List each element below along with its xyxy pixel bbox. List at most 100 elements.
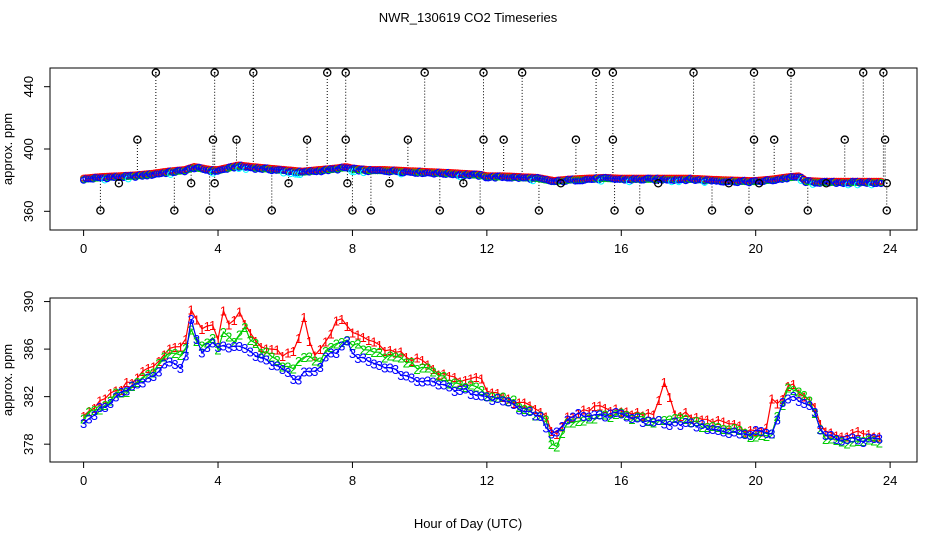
series-label-1: 1	[505, 391, 512, 406]
series-label-1: 1	[440, 366, 447, 381]
spike-marker-center	[154, 71, 157, 74]
series-label-2: 2	[854, 434, 861, 449]
series-label-1: 1	[150, 359, 157, 374]
spike-marker	[858, 68, 868, 77]
series-label-1: 1	[177, 340, 184, 355]
series-label-3: 3	[854, 433, 861, 448]
series-label-1: 1	[462, 373, 469, 388]
series-label-1: 1	[413, 351, 420, 366]
series-label-2: 2	[171, 346, 178, 361]
spike-marker	[840, 135, 850, 144]
spike-marker	[267, 206, 277, 215]
series-label-1: 1	[537, 405, 544, 420]
spike-marker	[435, 206, 445, 215]
series-label-1: 1	[354, 327, 361, 342]
series-label-1: 1	[279, 349, 286, 364]
series-label-2: 2	[516, 400, 523, 415]
series-label-2: 2	[177, 348, 184, 363]
series-label-2: 2	[247, 333, 254, 348]
series-label-3: 3	[752, 423, 759, 438]
series-label-1: 1	[247, 326, 254, 341]
series-label-2: 2	[714, 420, 721, 435]
series-label-3: 3	[225, 340, 232, 355]
series-label-1: 1	[693, 410, 700, 425]
series-label-2: 2	[645, 414, 652, 429]
series-label-2: 2	[204, 335, 211, 350]
series-label-2: 2	[736, 423, 743, 438]
series-label-1: 1	[757, 425, 764, 440]
spike-marker	[475, 206, 485, 215]
series-label-1: 1	[602, 401, 609, 416]
series-label-2: 2	[580, 414, 587, 429]
data-point-blue	[877, 179, 885, 188]
series-label-3: 3	[800, 396, 807, 411]
series-label-3: 3	[161, 356, 168, 371]
series-label-2: 2	[467, 378, 474, 393]
x-tick-label: 24	[883, 473, 897, 488]
series-label-2: 2	[123, 385, 130, 400]
series-label-1: 1	[623, 404, 630, 419]
series-label-3: 3	[188, 312, 195, 327]
series-label-2: 2	[236, 327, 243, 342]
spike-marker-center	[753, 138, 755, 141]
series-label-2: 2	[91, 403, 98, 418]
spike-marker-center	[351, 209, 354, 212]
spike-marker-center	[884, 138, 886, 141]
series-label-2: 2	[639, 410, 646, 425]
series-label-2: 2	[214, 342, 221, 357]
series-label-2: 2	[655, 413, 662, 428]
series-label-2: 2	[85, 404, 92, 419]
top-panel: 0 4 8 12 16 20 24 360 400 440 approx. ppm	[0, 67, 918, 256]
series-label-3: 3	[516, 403, 523, 418]
series-label-1: 1	[768, 392, 775, 407]
series-label-2: 2	[720, 422, 727, 437]
spike-marker	[284, 179, 293, 188]
spike-marker	[822, 179, 831, 188]
series-label-3: 3	[257, 350, 264, 365]
y-tick-label: 378	[21, 433, 36, 455]
series-label-1: 1	[499, 390, 506, 405]
series-label-3: 3	[596, 408, 603, 423]
spike-marker	[151, 68, 161, 77]
series-label-3: 3	[263, 352, 270, 367]
series-label-3: 3	[612, 405, 619, 420]
series-label-1: 1	[849, 426, 856, 441]
series-label-3: 3	[682, 415, 689, 430]
series-label-1: 1	[268, 342, 275, 357]
x-tick-label: 4	[214, 473, 221, 488]
spike-marker-center	[575, 138, 577, 141]
series-label-1: 1	[489, 385, 496, 400]
series-label-3: 3	[290, 372, 297, 387]
series-label-3: 3	[876, 432, 883, 447]
spike-marker-center	[99, 209, 102, 212]
series-label-3: 3	[542, 420, 549, 435]
series-label-2: 2	[682, 412, 689, 427]
spike-marker-center	[806, 209, 809, 212]
series-label-2: 2	[446, 377, 453, 392]
series-label-1: 1	[575, 407, 582, 422]
series-label-3: 3	[580, 409, 587, 424]
series-label-1: 1	[639, 408, 646, 423]
series-label-3: 3	[101, 400, 108, 415]
series-label-1: 1	[311, 348, 318, 363]
spike-marker	[459, 179, 468, 188]
series-label-2: 2	[478, 383, 485, 398]
series-label-3: 3	[833, 432, 840, 447]
series-label-3: 3	[849, 430, 856, 445]
series-label-1: 1	[618, 404, 625, 419]
series-label-2: 2	[591, 412, 598, 427]
series-label-3: 3	[677, 418, 684, 433]
series-label-2: 2	[408, 355, 415, 370]
spike-marker	[571, 135, 581, 144]
series-label-1: 1	[628, 407, 635, 422]
spike-marker	[556, 179, 566, 188]
series-label-3: 3	[349, 346, 356, 361]
spike-marker-center	[748, 209, 750, 212]
spike-marker	[420, 68, 429, 77]
series-label-2: 2	[290, 362, 297, 377]
spike-marker-center	[502, 138, 505, 141]
series-label-2: 2	[779, 398, 786, 413]
series-label-2: 2	[607, 410, 614, 425]
spike-marker	[114, 179, 124, 188]
